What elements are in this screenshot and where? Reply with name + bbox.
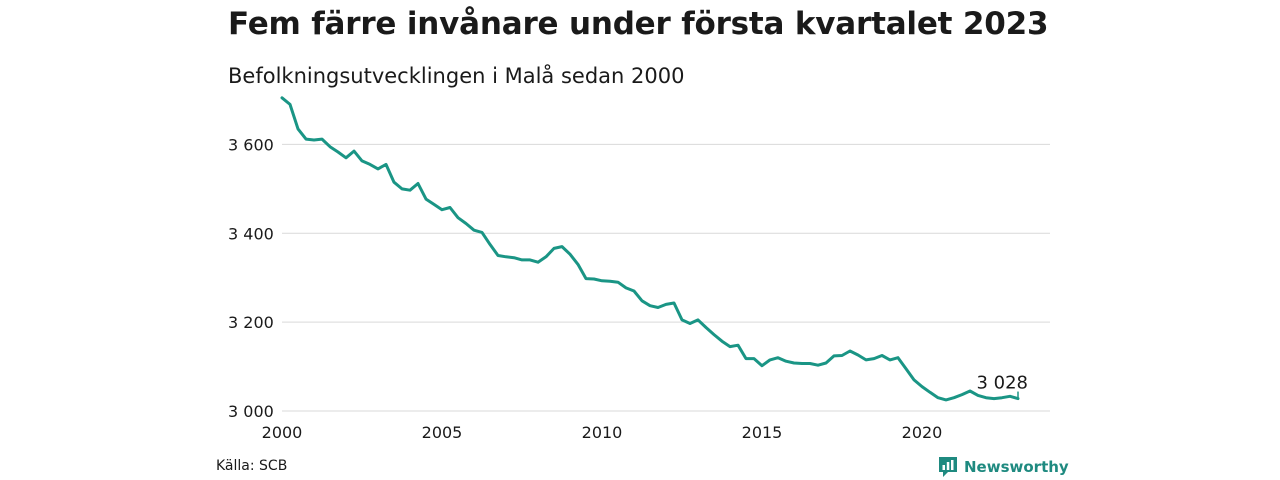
bar-chart-logo-icon <box>939 457 957 477</box>
chart-title: Fem färre invånare under första kvartale… <box>228 6 1049 42</box>
series-line <box>280 96 1020 402</box>
brand-name: Newsworthy <box>964 458 1069 476</box>
brand-logo: Newsworthy <box>938 456 1069 478</box>
chart-subtitle: Befolkningsutvecklingen i Malå sedan 200… <box>228 64 685 88</box>
y-axis: 3 000 3 200 3 400 3 600 <box>228 135 274 421</box>
x-tick-label: 2020 <box>902 423 943 442</box>
annotations: 3 028 <box>976 373 1028 398</box>
end-value-label: 3 028 <box>976 373 1028 394</box>
y-tick-label: 3 000 <box>228 402 274 421</box>
series-group <box>280 96 1020 402</box>
y-tick-label: 3 400 <box>228 224 274 243</box>
y-tick-label: 3 600 <box>228 135 274 154</box>
x-tick-label: 2010 <box>582 423 623 442</box>
gridlines <box>282 143 1050 412</box>
x-tick-label: 2005 <box>422 423 463 442</box>
y-tick-label: 3 200 <box>228 313 274 332</box>
source-label: Källa: SCB <box>216 458 288 474</box>
x-tick-label: 2015 <box>742 423 783 442</box>
x-axis: 2000 2005 2010 2015 2020 <box>262 423 943 442</box>
x-tick-label: 2000 <box>262 423 303 442</box>
